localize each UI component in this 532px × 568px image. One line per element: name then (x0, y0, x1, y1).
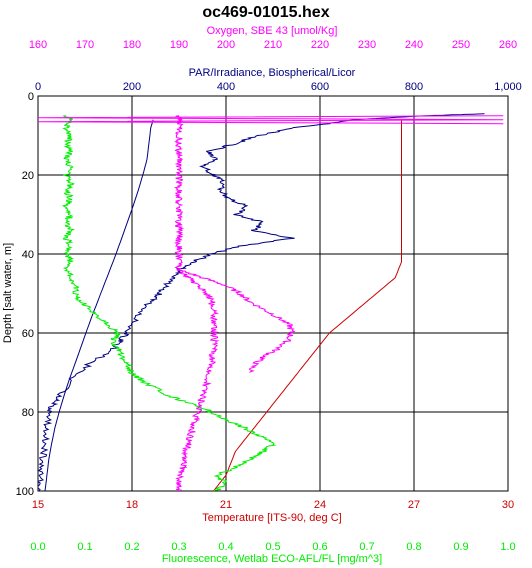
depth-tick-label: 0 (28, 91, 34, 103)
par-axis-ticks: 0 200 400 600 800 1,000 (35, 81, 522, 93)
depth-tick-label: 100 (16, 486, 34, 498)
temperature-tick-label: 27 (408, 499, 420, 511)
temperature-tick-label: 24 (314, 499, 326, 511)
depth-tick-label: 80 (22, 407, 34, 419)
depth-tick-label: 60 (22, 328, 34, 340)
oxygen-axis-label: Oxygen, SBE 43 [umol/Kg] (207, 25, 338, 37)
oxygen-tick-label: 180 (123, 39, 141, 51)
fluorescence-tick-label: 0.1 (77, 541, 92, 553)
oxygen-tick-label: 190 (170, 39, 188, 51)
oxygen-tick-label: 250 (452, 39, 470, 51)
fluorescence-tick-label: 0.8 (406, 541, 421, 553)
temperature-tick-label: 30 (502, 499, 514, 511)
temperature-axis-label: Temperature [ITS-90, deg C] (202, 512, 341, 524)
fluorescence-tick-label: 0.4 (218, 541, 233, 553)
oxygen-tick-label: 240 (405, 39, 423, 51)
par-series-line-0 (44, 119, 154, 491)
chart-grid (38, 96, 508, 491)
par-tick-label: 200 (123, 81, 141, 93)
depth-tick-label: 40 (22, 249, 34, 261)
par-tick-label: 800 (405, 81, 423, 93)
depth-axis-label: Depth [salt water, m] (2, 243, 14, 343)
depth-tick-label: 20 (22, 170, 34, 182)
fluorescence-axis-ticks: 0.0 0.1 0.2 0.3 0.4 0.5 0.6 0.7 0.8 0.9 1.0 (30, 541, 515, 553)
temperature-tick-label: 21 (220, 499, 232, 511)
fluorescence-tick-label: 0.5 (265, 541, 280, 553)
temperature-tick-label: 18 (126, 499, 138, 511)
fluorescence-tick-label: 0.7 (359, 541, 374, 553)
par-series-line-1 (38, 113, 485, 491)
fluorescence-tick-label: 0.6 (312, 541, 327, 553)
oxygen-tick-label: 200 (217, 39, 235, 51)
fluorescence-tick-label: 1.0 (500, 541, 515, 553)
temperature-series-line-5 (213, 119, 402, 491)
par-tick-label: 1,000 (494, 81, 522, 93)
par-tick-label: 0 (35, 81, 41, 93)
series-layer (38, 113, 504, 491)
oxygen-tick-label: 210 (264, 39, 282, 51)
oxygen-tick-label: 170 (76, 39, 94, 51)
oxygen-tick-label: 220 (311, 39, 329, 51)
oxygen-series-line-2 (175, 269, 220, 491)
temperature-tick-label: 15 (32, 499, 44, 511)
oxygen-spike-line-0 (38, 115, 504, 125)
fluorescence-axis-label: Fluorescence, Wetlab ECO-AFL/FL [mg/m^3] (162, 553, 382, 565)
par-axis-label: PAR/Irradiance, Biospherical/Licor (189, 67, 356, 79)
fluorescence-tick-label: 0.3 (171, 541, 186, 553)
fluorescence-tick-label: 0.9 (453, 541, 468, 553)
fluorescence-tick-label: 0.2 (124, 541, 139, 553)
depth-axis-ticks: 0 20 40 60 80 100 (16, 91, 34, 498)
fluorescence-tick-label: 0.0 (30, 541, 45, 553)
par-tick-label: 400 (217, 81, 235, 93)
chart-title: oc469-01015.hex (202, 4, 329, 21)
oxygen-tick-label: 230 (358, 39, 376, 51)
temperature-axis-ticks: 15 18 21 24 27 30 (32, 499, 514, 511)
oxygen-tick-label: 260 (499, 39, 517, 51)
oxygen-tick-label: 160 (29, 39, 47, 51)
plot-frame (37, 95, 509, 492)
oxygen-axis-ticks: 160 170 180 190 200 210 220 230 240 250 260 (29, 39, 517, 51)
fluorescence-series-line-6 (61, 115, 277, 491)
oxygen-series-line-3 (180, 269, 296, 373)
oxygen-series-line-4 (173, 115, 185, 271)
par-tick-label: 600 (311, 81, 329, 93)
